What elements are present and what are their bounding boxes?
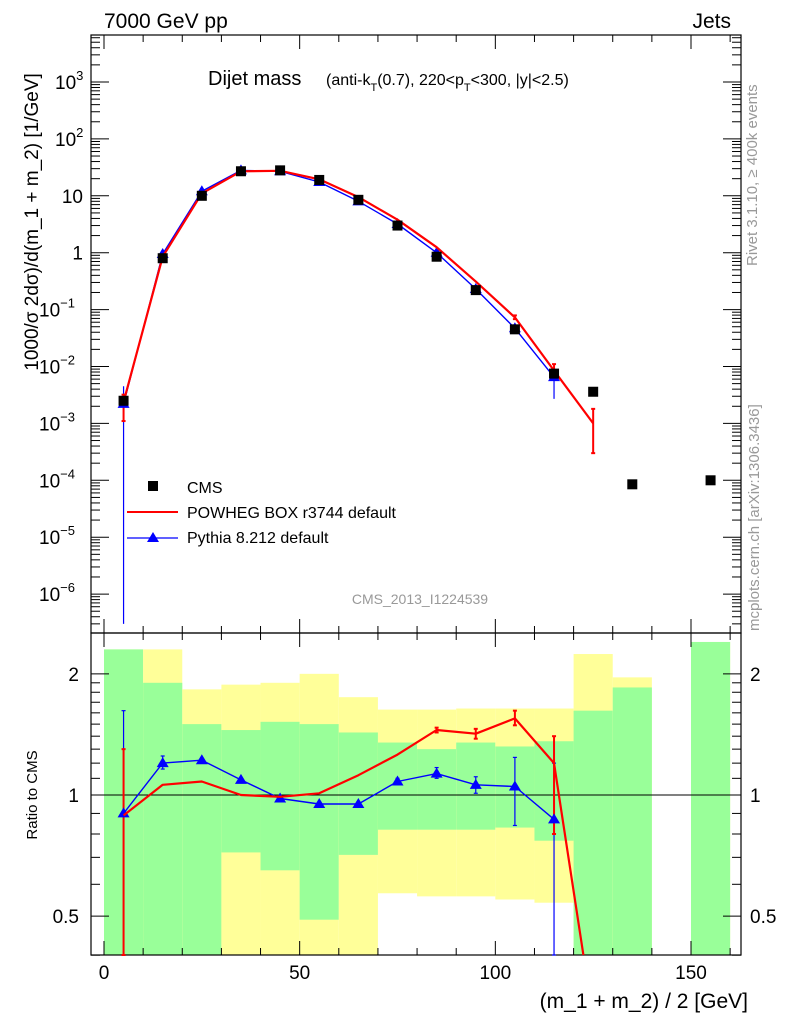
cms-data-point [196, 190, 207, 201]
cms-data-point [353, 194, 364, 205]
ratio-band-inner [612, 687, 652, 955]
cms-data-point [118, 395, 129, 406]
ratio-band-inner [377, 742, 418, 830]
legend-pythia-marker [147, 532, 159, 542]
y-tick-label: 10−1 [39, 296, 75, 322]
ratio-band-inner [143, 682, 183, 955]
legend-pythia-label: Pythia 8.212 default [187, 530, 329, 547]
ratio-band-inner [299, 724, 339, 920]
legend-cms-marker [148, 481, 158, 491]
legend: CMS POWHEG BOX r3744 default Pythia 8.21… [127, 480, 397, 547]
ratio-tick-label-right: 1 [750, 786, 761, 807]
cms-data-point [549, 368, 560, 379]
ratio-pythia-marker [234, 773, 247, 784]
ratio-pythia-marker [313, 797, 326, 808]
cms-data-point [431, 251, 442, 262]
ratio-pythia-marker [430, 767, 443, 778]
x-tick-label: 0 [99, 963, 110, 984]
legend-powheg-label: POWHEG BOX r3744 default [187, 505, 397, 522]
ratio-pythia-marker [352, 797, 365, 808]
cms-data-point [235, 166, 246, 177]
cms-data-point [627, 479, 638, 490]
ratio-tick-label-right: 2 [750, 665, 761, 686]
pythia-line [122, 169, 555, 405]
ratio-powheg-line [122, 717, 585, 956]
ratio-band-inner [417, 749, 457, 830]
mcplots-label: mcplots.cern.ch [arXiv:1306.3436] [746, 404, 763, 631]
ratio-tick-label-left: 1 [68, 786, 79, 807]
header-left: 7000 GeV pp [104, 10, 228, 33]
cms-data-point [392, 220, 403, 231]
cms-data-point [509, 324, 520, 335]
y-tick-label: 10−2 [39, 353, 75, 379]
analysis-label: CMS_2013_I1224539 [352, 591, 488, 607]
rivet-version-label: Rivet 3.1.10, ≥ 400k events [744, 84, 761, 266]
cms-data-point [275, 165, 286, 176]
y-tick-label: 10−5 [39, 523, 75, 549]
y-tick-label: 10−4 [39, 466, 75, 492]
cms-data-point [157, 253, 168, 264]
ratio-pythia-marker [117, 807, 130, 818]
ratio-pythia-marker [508, 780, 521, 791]
ratio-band-inner [691, 641, 731, 955]
cms-data-point [588, 386, 599, 397]
cms-data-point [705, 475, 716, 486]
x-tick-label: 150 [675, 963, 707, 984]
ratio-tick-label-left: 2 [68, 665, 79, 686]
ratio-pythia-marker [156, 757, 169, 768]
data-series [117, 164, 716, 956]
ratio-band-inner [338, 732, 378, 855]
x-axis-label: (m_1 + m_2) / 2 [GeV] [540, 990, 748, 1013]
chart-subtitle: (anti-kT(0.7), 220<pT<300, |y|<2.5) [326, 72, 569, 94]
y-axis-label: 1000/σ 2dσ)/d(m_1 + m_2) [1/GeV] [22, 73, 43, 371]
ratio-pythia-marker [469, 778, 482, 789]
y-tick-label: 103 [55, 68, 83, 94]
chart-title: Dijet mass [208, 68, 301, 90]
ratio-panel-frame [90, 632, 742, 956]
y-tick-label: 10−3 [39, 409, 75, 435]
header-right: Jets [692, 10, 731, 33]
y-tick-label: 1 [72, 244, 83, 265]
ratio-pythia-marker [548, 813, 561, 824]
legend-cms-label: CMS [187, 480, 223, 497]
ratio-uncertainty-bands [104, 641, 731, 955]
axes-frame: 0 50 100 150 10−6 10−5 10−4 10−3 10−2 10−1 1 10 102 1… [39, 34, 776, 984]
powheg-line [122, 169, 595, 425]
ratio-tick-label-left: 0.5 [53, 907, 79, 928]
y-tick-label: 10 [62, 187, 83, 208]
y-tick-label: 10−6 [39, 580, 75, 606]
x-tick-label: 50 [289, 963, 310, 984]
ratio-pythia-marker [391, 775, 404, 786]
y-tick-label: 102 [55, 125, 83, 151]
ratio-pythia-line [123, 759, 555, 820]
x-tick-label: 100 [479, 963, 511, 984]
ratio-pythia-marker [195, 754, 208, 765]
ratio-y-axis-label: Ratio to CMS [24, 750, 41, 839]
cms-data-point [314, 174, 325, 185]
cms-data-point [470, 285, 481, 296]
ratio-band-inner [573, 710, 613, 955]
ratio-tick-label-right: 0.5 [750, 907, 776, 928]
